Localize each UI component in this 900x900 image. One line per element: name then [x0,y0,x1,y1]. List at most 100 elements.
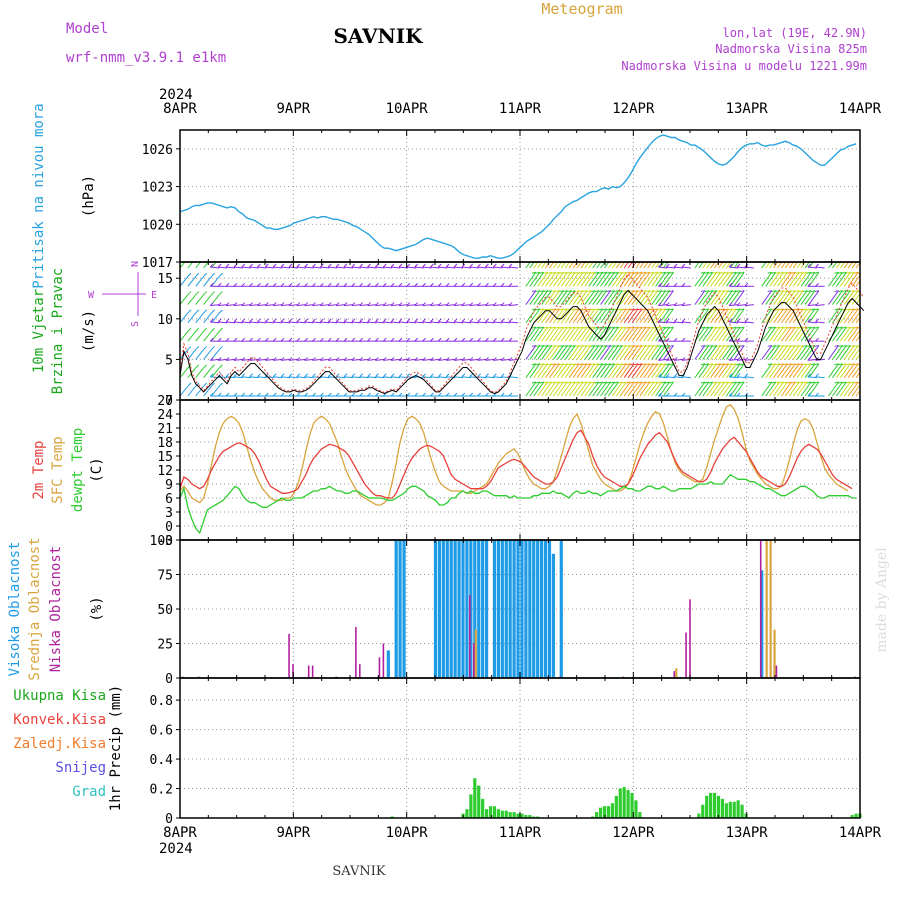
wind-barb [773,381,784,397]
wind-barb-flag [539,308,544,311]
wind-barb [761,381,773,397]
wind-barb-flag [614,271,619,274]
wind-barb-flag [382,373,387,378]
wind-barb-flag [771,326,776,329]
wind-barb-flag [728,318,733,323]
wind-barb [643,308,655,324]
wind-barb-flag [606,381,611,384]
wind-barb-flag [351,263,356,268]
wind-barb [560,326,572,342]
model-name: wrf-nmm_v3.9.1 e1km [66,50,226,66]
wind-barb-flag [802,326,808,329]
wind-barb [210,266,220,269]
wind-barb-flag [398,373,403,378]
wind-barb-flag [390,263,395,268]
wind-barb-flag [445,302,450,306]
wind-barb [265,266,275,269]
wind-barb-flag [779,381,784,384]
wind-barb-flag [618,363,623,366]
wind-barb-flag [555,381,560,384]
wind-barb-flag [802,381,808,384]
wind-barb-flag [375,373,379,378]
wind-barb [843,326,855,342]
wind-barb-flag [445,263,450,268]
product-title: Meteogram [541,0,622,18]
wind-barb [225,321,236,324]
wind-barb [792,381,804,397]
temp2m-series-line [179,429,853,499]
wind-barb-flag [233,282,238,287]
wind-barb-flag [779,290,784,293]
wind-barb [784,381,796,397]
wind-barb-flag [673,357,678,361]
wind-barb-flag [406,302,411,306]
wind-barb [681,376,692,379]
wind-barb [843,290,855,305]
wind-barb [658,376,668,379]
wind-barb-flag [700,290,706,293]
y-tick-label: 15 [157,272,173,287]
precip-bar [850,815,854,818]
wind-barb-flag [799,344,804,347]
wind-barb-flag [492,373,497,378]
wind-barb [619,363,631,379]
wind-barb-flag [653,290,658,293]
wind-barb-flag [500,318,505,323]
wind-barb-flag [296,373,301,378]
wind-barb-flag [806,290,812,293]
wind-barb-flag [257,373,261,378]
wind-barb-flag [204,255,207,258]
wind-barb-flag [555,344,560,347]
wind-barb-flag [622,381,627,384]
wind-barb [273,304,283,307]
wind-barb-flag [657,271,662,274]
wind-barb-flag [637,290,643,293]
wind-barb [438,266,448,269]
wind-barb [796,363,808,379]
wind-barb [604,345,615,360]
wind-barb-flag [791,381,796,384]
wind-barb-flag [626,363,631,366]
wind-barb [560,262,567,269]
wind-barb [477,321,487,324]
wind-barb-flag [445,357,450,361]
wind-barb [706,326,718,342]
wind-barb [729,358,739,361]
wind-barb [784,363,796,379]
wind-barb [647,262,653,269]
wind-barb-flag [771,381,776,384]
y-tick-label: 9 [165,478,173,493]
wind-barb-flag [802,363,808,366]
wind-barb [541,345,553,360]
wind-barb-flag [430,282,434,287]
wind-barb [651,262,657,269]
wind-barb [792,345,804,360]
cloud-bar [307,665,310,678]
x-tick-label-bottom: 8APR [163,825,197,841]
wind-barb-flag [335,263,340,268]
wind-barb-flag [351,392,356,397]
wind-barb [655,326,667,342]
wind-barb [655,290,667,305]
wind-barb [608,262,614,269]
wind-barb-flag [602,381,607,384]
wind-barb-flag [854,363,859,366]
wind-barb-flag [795,290,800,293]
wind-barb-flag [437,302,442,306]
wind-barb-flag [598,308,603,311]
wind-barb [568,326,580,342]
wind-barb-flag [618,308,623,311]
wind-barb-flag [390,282,395,287]
wind-barb-flag [704,290,709,293]
wind-barb-flag [787,308,792,311]
wind-barb [281,321,291,324]
wind-barb [836,290,847,305]
wind-barb [635,271,647,287]
wind-barb [777,345,788,360]
precip-bar [610,803,614,818]
wind-barb-flag [217,263,222,268]
wind-barb-flag [709,254,713,255]
wind-barb-flag [614,290,619,293]
wind-barb-flag [681,302,686,306]
wind-barb-flag [543,290,548,293]
